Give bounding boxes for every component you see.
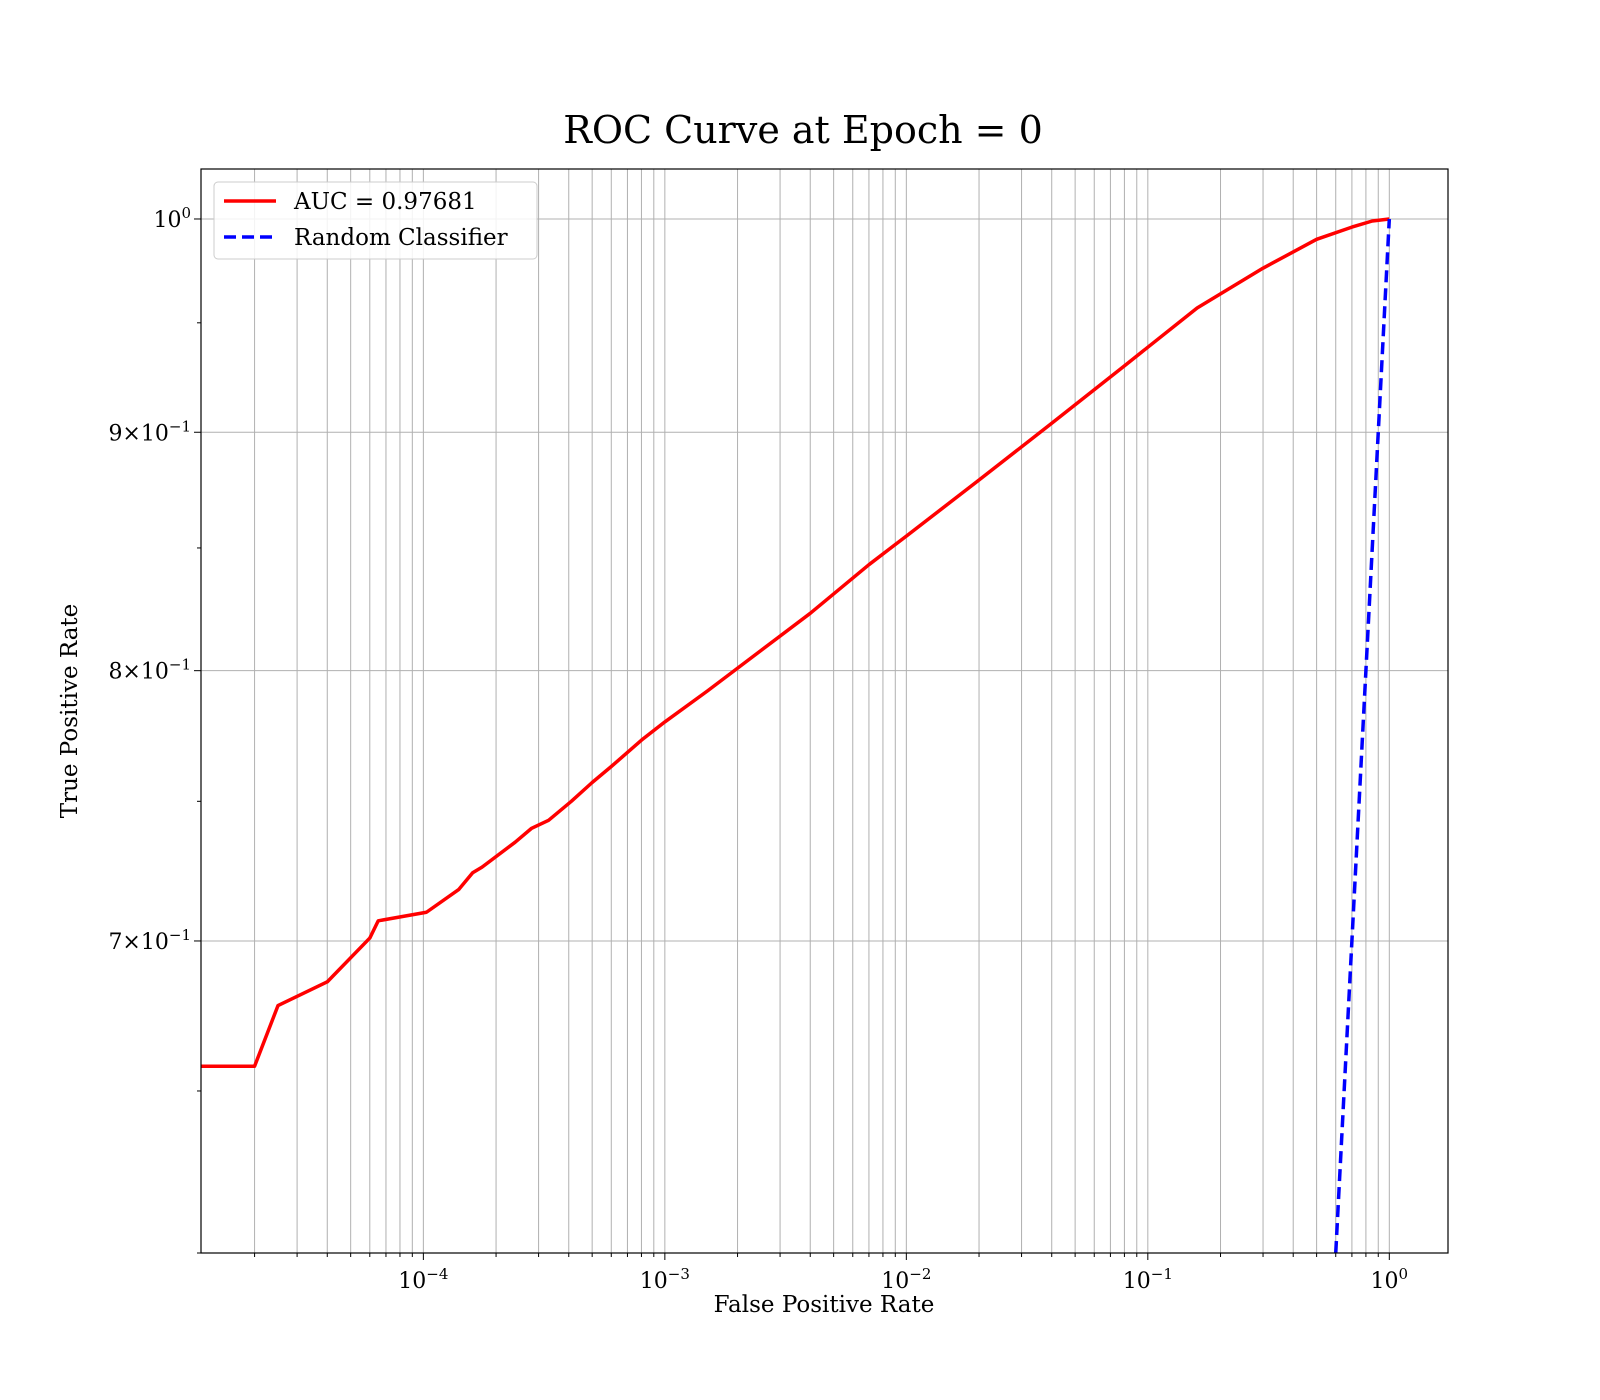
- chart-title: ROC Curve at Epoch = 0: [563, 108, 1043, 152]
- x-tick-label: 10−4: [398, 1265, 448, 1294]
- legend-box: [213, 181, 538, 260]
- y-tick-label: 8×10−1: [108, 656, 191, 685]
- grid-lines: [201, 169, 1448, 1253]
- series-layer: [201, 217, 1392, 1253]
- roc-curve-line: [201, 217, 1390, 1068]
- plot-area-frame: [200, 168, 1449, 1254]
- y-tick-label: 100: [153, 204, 191, 233]
- y-tick-label: 7×10−1: [108, 926, 191, 955]
- x-tick-label: 10−3: [640, 1265, 690, 1294]
- y-tick-label: 9×10−1: [108, 417, 191, 446]
- x-tick-label: 10−1: [1123, 1265, 1173, 1294]
- legend: AUC = 0.97681 Random Classifier: [213, 181, 538, 260]
- random-classifier-line: [1333, 218, 1392, 1253]
- legend-label-random: Random Classifier: [294, 225, 508, 251]
- legend-label-auc: AUC = 0.97681: [293, 189, 477, 215]
- x-axis-label: False Positive Rate: [714, 1292, 935, 1318]
- x-tick-label: 100: [1371, 1265, 1409, 1294]
- y-axis-label: True Positive Rate: [57, 604, 83, 819]
- tick-layer: 10−4 10−3 10−2 10−1 100 7×10−1 8×10−1 9×10−1 100: [108, 204, 1408, 1294]
- x-tick-label: 10−2: [881, 1265, 931, 1294]
